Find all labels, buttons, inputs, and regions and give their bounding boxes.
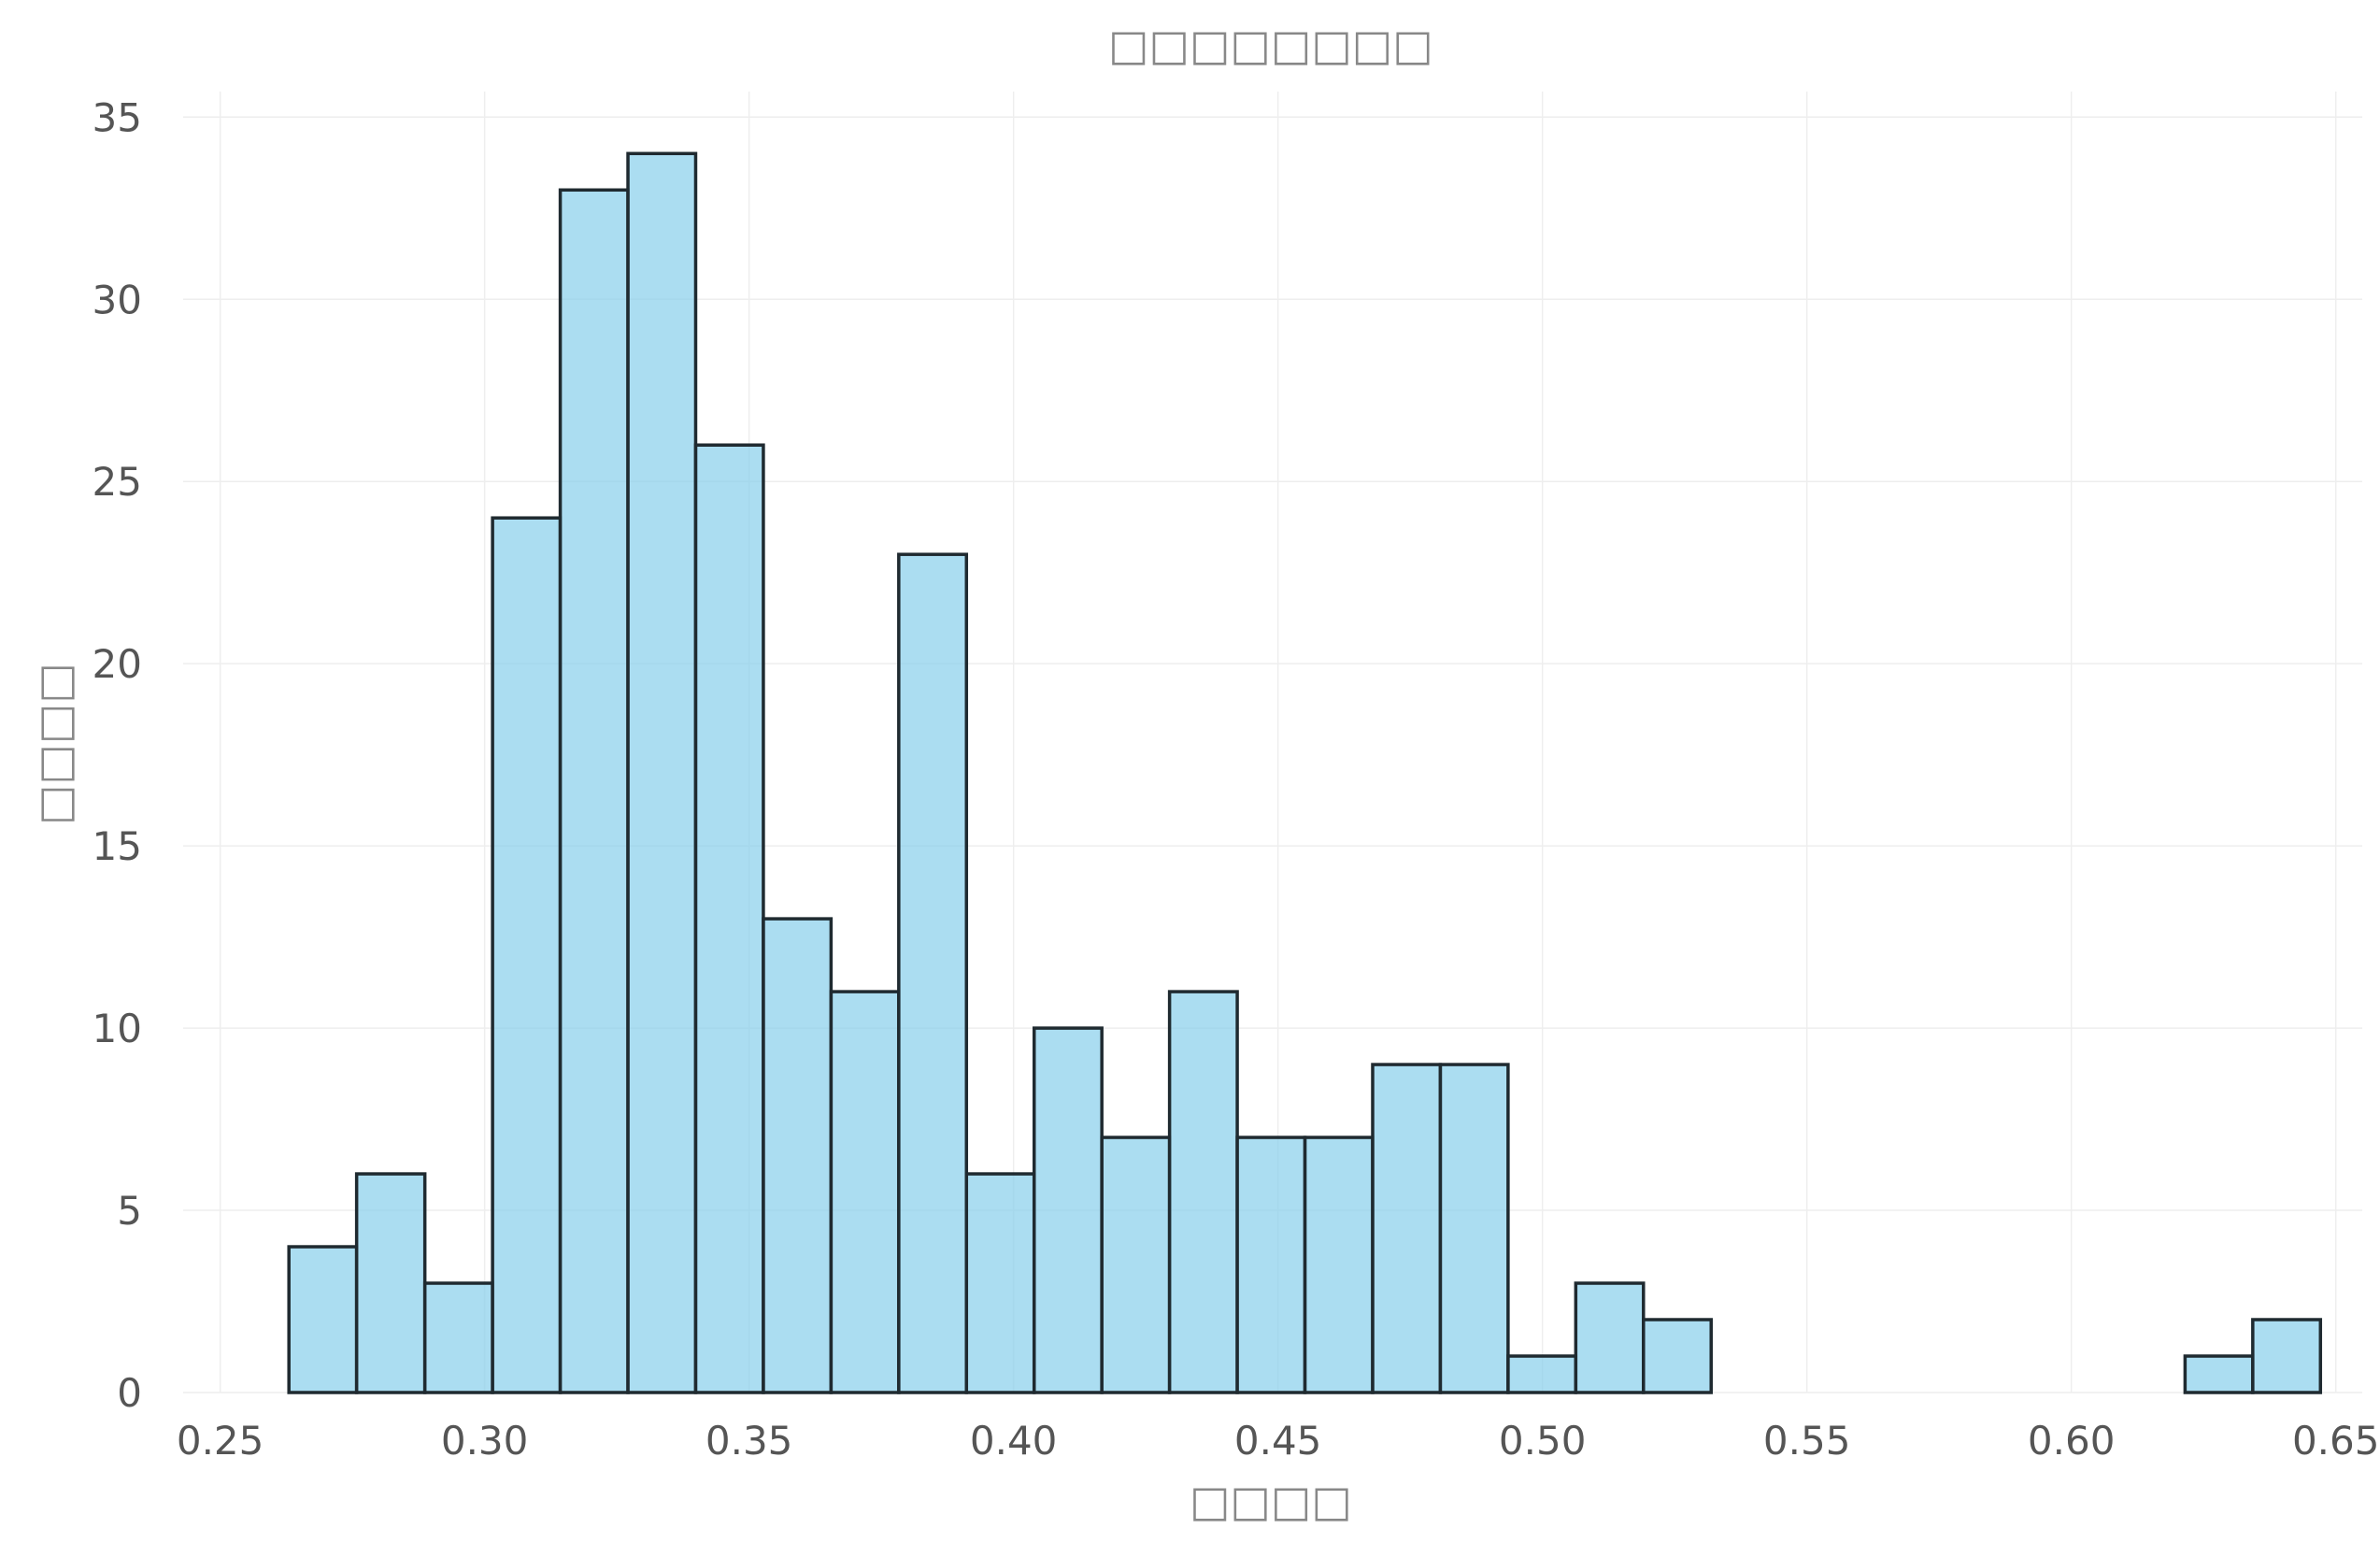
y-tick-label-3: 15 [93, 823, 142, 869]
x-tick-label-5: 0.50 [1499, 1418, 1587, 1464]
histogram-bar-9 [897, 552, 969, 1394]
x-tick-label-2: 0.35 [705, 1418, 793, 1464]
histogram-bar-0 [287, 1245, 359, 1394]
x-tick-label-4: 0.45 [1234, 1418, 1322, 1464]
histogram-bar-18 [1506, 1354, 1578, 1394]
y-tick-label-2: 10 [93, 1006, 142, 1051]
chart-title: □□□□□□□□ [1108, 20, 1433, 70]
histogram-bar-6 [693, 443, 765, 1394]
histogram-bar-11 [1032, 1026, 1104, 1394]
x-tick-label-8: 0.65 [2292, 1418, 2380, 1464]
histogram-bar-7 [762, 917, 834, 1394]
x-tick-label-0: 0.25 [177, 1418, 264, 1464]
histogram-bar-15 [1303, 1136, 1375, 1394]
histogram-bar-28 [2183, 1354, 2255, 1394]
y-tick-label-6: 30 [93, 277, 142, 322]
x-axis-label: □□□□ [1190, 1476, 1352, 1526]
bars-layer [287, 151, 2323, 1394]
y-tick-label-4: 20 [93, 641, 142, 687]
y-tick-label-0: 0 [117, 1370, 142, 1416]
y-axis-label: □□□□ [29, 663, 79, 825]
x-axis-ticks: 0.25 0.30 0.35 0.40 0.45 0.50 0.55 0.60 0.65 [177, 1418, 2380, 1464]
histogram-bar-4 [558, 188, 630, 1394]
histogram-bar-13 [1167, 990, 1239, 1394]
histogram-bar-8 [829, 990, 901, 1394]
histogram-bar-19 [1574, 1281, 1646, 1394]
histogram-bar-3 [491, 516, 563, 1394]
y-tick-label-5: 25 [93, 459, 142, 505]
y-axis-ticks: 0 5 10 15 20 25 30 35 [93, 94, 142, 1416]
x-tick-label-7: 0.60 [2028, 1418, 2116, 1464]
histogram-bar-1 [354, 1172, 427, 1394]
y-tick-label-7: 35 [93, 94, 142, 140]
histogram-bar-10 [964, 1172, 1036, 1394]
histogram-bar-2 [422, 1281, 494, 1394]
histogram-bar-20 [1642, 1318, 1713, 1394]
histogram-bar-12 [1100, 1136, 1172, 1394]
y-tick-label-1: 5 [117, 1188, 142, 1234]
x-tick-label-3: 0.40 [970, 1418, 1058, 1464]
histogram-bar-14 [1235, 1136, 1307, 1394]
x-tick-label-6: 0.55 [1763, 1418, 1851, 1464]
histogram-bar-17 [1438, 1063, 1510, 1394]
histogram-bar-29 [2251, 1318, 2323, 1394]
histogram-bar-5 [626, 151, 698, 1394]
x-tick-label-1: 0.30 [441, 1418, 529, 1464]
histogram-bar-16 [1371, 1063, 1443, 1394]
